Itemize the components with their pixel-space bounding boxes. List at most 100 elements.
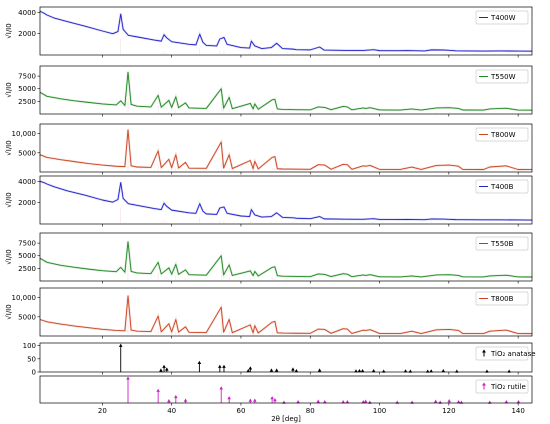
panel-t550b-frame: [39, 232, 533, 282]
panel-t400b-ylabel: √I/I0: [5, 192, 13, 207]
panel-t800w-legend-box: [475, 127, 529, 142]
reference-anatase-ytick-label: 100: [23, 342, 36, 350]
reference-rutile-marker: [167, 399, 171, 403]
x-tick-label: 40: [167, 407, 176, 415]
reference-anatase-marker: [118, 343, 123, 347]
x-tick-label: 20: [98, 407, 107, 415]
reference-rutile-marker: [296, 400, 300, 404]
reference-rutile-marker: [183, 398, 188, 402]
panel-t800b-series-line: [39, 295, 533, 335]
panel-t550b-legend-label: T550B: [490, 240, 514, 248]
panel-t800w-frame: [39, 123, 533, 173]
panel-t800b-legend-label: T800B: [490, 295, 514, 303]
reference-rutile-marker: [273, 398, 277, 402]
reference-anatase-marker: [294, 368, 299, 373]
reference-anatase-legend-box: [475, 346, 529, 361]
reference-anatase-ytick-label: 50: [27, 355, 36, 363]
panel-t800b-ylabel: √I/I0: [5, 304, 13, 319]
panel-t400w-legend-box: [475, 10, 529, 25]
panel-t800w: 5000 10,000 √I/I0 T800W: [5, 123, 533, 175]
reference-rutile-marker: [219, 386, 224, 390]
reference-rutile-frame: [39, 375, 533, 404]
reference-rutile-marker: [253, 398, 257, 402]
x-tick-label: 100: [373, 407, 386, 415]
reference-anatase-marker: [371, 368, 376, 373]
panel-t550b-legend-box: [475, 236, 529, 251]
panel-t550w-frame: [39, 65, 533, 115]
reference-rutile-marker: [270, 396, 274, 400]
panel-t400w-series-band: [39, 10, 533, 53]
reference-anatase-panel: 0 50 100 TiO₂ anatase: [23, 342, 536, 376]
panel-t550b-ytick-label: 5000: [18, 252, 36, 260]
reference-anatase-marker: [354, 369, 358, 373]
x-axis-label: 2θ [deg]: [271, 415, 301, 423]
reference-anatase-marker: [274, 368, 279, 372]
reference-rutile-marker: [248, 398, 253, 402]
reference-rutile-marker: [433, 399, 438, 403]
panel-t400b-series-line: [39, 180, 533, 221]
panel-t800w-ytick-label: 5000: [18, 149, 36, 157]
panel-t800b-frame: [39, 287, 533, 337]
panel-t800w-series-band: [39, 129, 533, 173]
panel-t400b-ytick-label: 2000: [18, 199, 36, 207]
reference-anatase-marker: [269, 368, 274, 372]
panel-t550w: 2500 5000 7500 √I/I0 T550W: [5, 65, 533, 117]
reference-anatase-legend-marker: [482, 349, 486, 353]
reference-anatase-marker: [248, 366, 253, 370]
reference-anatase-marker: [159, 368, 163, 372]
reference-anatase-marker: [218, 364, 222, 368]
reference-anatase-frame: [39, 342, 533, 373]
reference-rutile-marker: [156, 388, 160, 392]
reference-anatase-marker: [317, 368, 322, 372]
panel-t400b-ytick-label: 4000: [18, 178, 36, 186]
reference-rutile-marker: [126, 376, 130, 380]
reference-anatase-marker: [429, 369, 433, 373]
panel-t550b-ytick-label: 2500: [18, 265, 36, 273]
x-tick-label: 120: [442, 407, 455, 415]
reference-anatase-marker: [222, 364, 226, 368]
reference-rutile-marker: [504, 400, 509, 404]
panel-t400w-ylabel: √I/I0: [5, 23, 13, 38]
reference-anatase-legend-label: TiO₂ anatase: [490, 350, 536, 358]
panel-t800b-ytick-label: 5000: [18, 313, 36, 321]
panel-t400b-legend-box: [475, 179, 529, 194]
panel-t800w-ylabel: √I/I0: [5, 140, 13, 155]
panel-t550b: 2500 5000 7500 √I/I0 T550B: [5, 232, 533, 284]
x-tick-label: 80: [306, 407, 315, 415]
panel-t550w-ytick-label: 2500: [18, 98, 36, 106]
reference-rutile-marker: [363, 399, 368, 403]
panel-t400b-frame: [39, 175, 533, 225]
panel-t800b-legend-box: [475, 291, 529, 306]
panels-layer: 2000 4000 √I/I0 T400W 2500 5000 7500 √I/I0 T550W…: [5, 6, 536, 415]
panel-t400w-legend-label: T400W: [490, 14, 516, 22]
panel-t550w-legend-box: [475, 69, 529, 84]
panel-t400w-ytick-label: 2000: [18, 30, 36, 38]
reference-anatase-marker: [162, 364, 166, 368]
reference-anatase-marker: [291, 367, 295, 371]
panel-t800w-series-line: [39, 129, 533, 170]
reference-anatase-marker: [357, 368, 362, 373]
panel-t550w-series-line: [39, 71, 533, 111]
panel-t800b-ytick-label: 10,000: [12, 294, 37, 302]
reference-anatase-marker: [441, 368, 446, 373]
panel-t400b-series-band: [39, 180, 533, 222]
panel-t550b-series-line: [39, 241, 533, 278]
panel-t800w-legend-label: T800W: [490, 131, 516, 139]
x-tick-label: 140: [511, 407, 524, 415]
panel-t550w-ylabel: √I/I0: [5, 82, 13, 97]
panel-t550w-legend-label: T550W: [490, 73, 516, 81]
panel-t400b-legend-label: T400B: [490, 183, 514, 191]
reference-rutile-panel: 20 40 60 80 100 120 140 TiO₂ rutile: [39, 375, 533, 415]
reference-anatase-ytick-label: 0: [32, 369, 36, 377]
reference-anatase-marker: [197, 360, 202, 364]
reference-rutile-marker: [447, 399, 451, 403]
panel-t400w-series-line: [39, 10, 533, 52]
panel-t400w: 2000 4000 √I/I0 T400W: [5, 6, 533, 58]
panel-t550w-ytick-label: 5000: [18, 85, 36, 93]
x-tick-label: 60: [236, 407, 245, 415]
reference-rutile-marker: [227, 396, 231, 400]
panel-t550b-ylabel: √I/I0: [5, 249, 13, 264]
panel-t800b: 5000 10,000 √I/I0 T800B: [5, 287, 533, 339]
reference-anatase-marker: [403, 369, 408, 373]
